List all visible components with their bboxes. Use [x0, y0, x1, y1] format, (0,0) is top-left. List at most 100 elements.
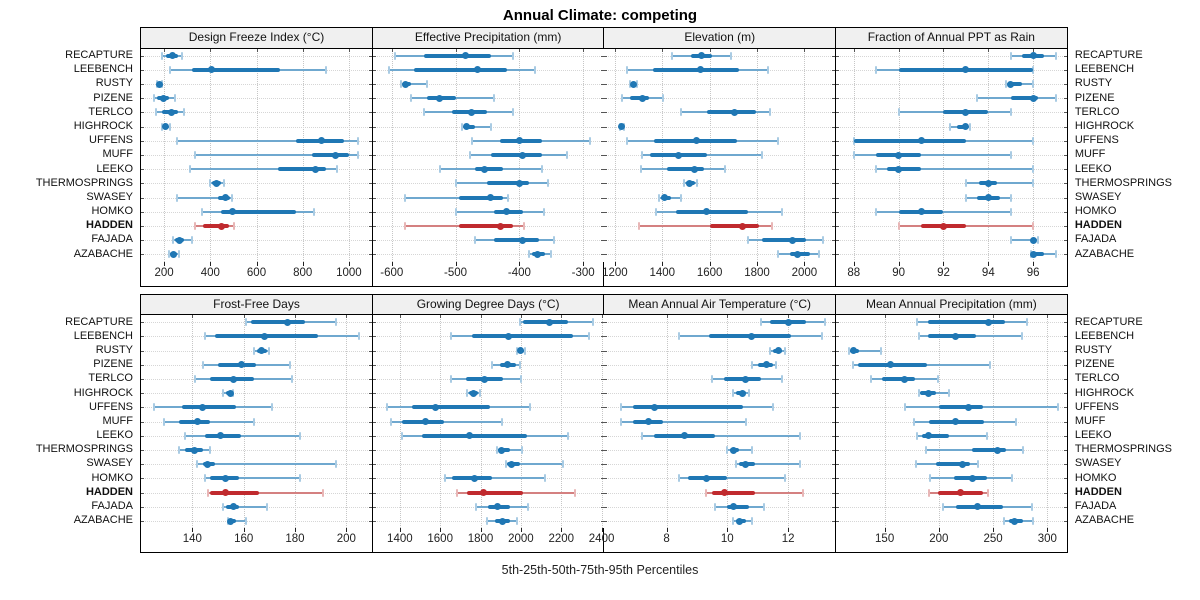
row-tick-right [369, 435, 372, 437]
whisker-5-95 [876, 210, 1011, 213]
cap-p95 [1054, 250, 1057, 259]
top-tick-mark [938, 315, 940, 319]
axis-tick-mark [480, 528, 482, 533]
row-tick-right [1063, 69, 1067, 71]
box-25-75 [712, 490, 755, 495]
row-tick-right [1063, 364, 1067, 366]
row-tick-left [835, 478, 839, 480]
cap-p95 [799, 460, 802, 469]
median-dot [900, 375, 908, 383]
row-tick-right [600, 435, 604, 437]
cap-p5 [222, 502, 225, 511]
site-label: THERMOSPRINGS [1074, 443, 1173, 456]
cap-p5 [1009, 51, 1012, 60]
cap-p5 [485, 517, 488, 526]
axis-tick-label: 1000 [336, 266, 362, 279]
site-label: UFFENS [89, 400, 133, 413]
median-dot [218, 222, 226, 230]
median-dot [431, 403, 439, 411]
cap-p95 [780, 207, 783, 216]
top-tick-mark [399, 315, 401, 319]
cap-p95 [1054, 51, 1057, 60]
cap-p5 [504, 460, 507, 469]
axis-tick-mark [1047, 528, 1049, 533]
cap-p95 [969, 122, 972, 131]
axis-tick-label: 94 [981, 266, 995, 279]
row-tick-right [369, 254, 372, 256]
row-tick-right [369, 84, 372, 86]
box-25-75 [221, 209, 296, 214]
row-tick-right [1063, 169, 1067, 171]
axis-tick-mark [164, 261, 166, 266]
cap-p5 [178, 446, 181, 455]
cap-p5 [852, 151, 855, 160]
site-label: PIZENE [1074, 91, 1115, 104]
row-tick-right [369, 464, 372, 466]
row-gridline [141, 84, 372, 86]
site-label: RECAPTURE [1074, 315, 1143, 328]
row-tick-right [1063, 140, 1067, 142]
row-tick-right [369, 506, 372, 508]
cap-p5 [625, 65, 628, 74]
row-gridline [372, 254, 604, 256]
axis-tick-mark [601, 528, 603, 533]
site-label: THERMOSPRINGS [35, 443, 133, 456]
row-gridline [141, 183, 372, 185]
cap-p95 [478, 389, 481, 398]
row-tick-right [369, 155, 372, 157]
cap-p5 [474, 502, 477, 511]
median-dot [939, 222, 947, 230]
site-label: FAJADA [91, 500, 133, 513]
axis-tick-label: 200 [154, 266, 174, 279]
cap-p5 [468, 151, 471, 160]
axis-tick-label: -400 [507, 266, 531, 279]
top-tick-mark [666, 315, 668, 319]
cap-p95 [182, 108, 185, 117]
cap-p95 [744, 417, 747, 426]
axis-tick-label: 1600 [427, 533, 453, 546]
box-25-75 [490, 153, 542, 158]
label-header-spacer [1068, 294, 1200, 315]
cap-p95 [335, 318, 338, 327]
cap-p5 [470, 136, 473, 145]
row-tick-right [600, 379, 604, 381]
row-tick-left [372, 226, 376, 228]
percentiles-caption: 5th-25th-50th-75th-95th Percentiles [501, 563, 699, 578]
row-gridline [604, 98, 836, 100]
cap-p95 [774, 360, 777, 369]
cap-p95 [223, 179, 226, 188]
cap-p5 [518, 318, 521, 327]
cap-p5 [222, 389, 225, 398]
row-tick-left [835, 393, 839, 395]
cap-p95 [1009, 108, 1012, 117]
cap-p95 [268, 346, 271, 355]
panel-x-axis: 200 400 600 800 1000 [141, 261, 372, 286]
cap-p95 [1009, 151, 1012, 160]
median-dot [503, 208, 511, 216]
top-tick-mark [804, 48, 806, 52]
row-tick-right [369, 240, 372, 242]
row-tick-right [369, 197, 372, 199]
cap-p95 [425, 80, 428, 89]
row-tick-left [141, 407, 144, 409]
row-tick-left [604, 69, 608, 71]
site-label: LEEKO [1074, 429, 1112, 442]
row-gridline [604, 350, 836, 352]
median-dot [895, 151, 903, 159]
cap-p5 [196, 460, 199, 469]
box-25-75 [411, 405, 490, 410]
axis-tick-mark [943, 261, 945, 266]
top-tick-mark [294, 315, 296, 319]
row-tick-right [1063, 112, 1067, 114]
median-dot [515, 137, 523, 145]
site-label: HADDEN [85, 485, 133, 498]
row-tick-left [141, 183, 144, 185]
median-dot [258, 347, 266, 355]
median-dot [461, 52, 469, 60]
row-gridline [835, 521, 1067, 523]
cap-p95 [519, 375, 522, 384]
median-dot [167, 108, 175, 116]
row-tick-right [600, 69, 604, 71]
cap-p5 [168, 250, 171, 259]
row-tick-right [600, 350, 604, 352]
